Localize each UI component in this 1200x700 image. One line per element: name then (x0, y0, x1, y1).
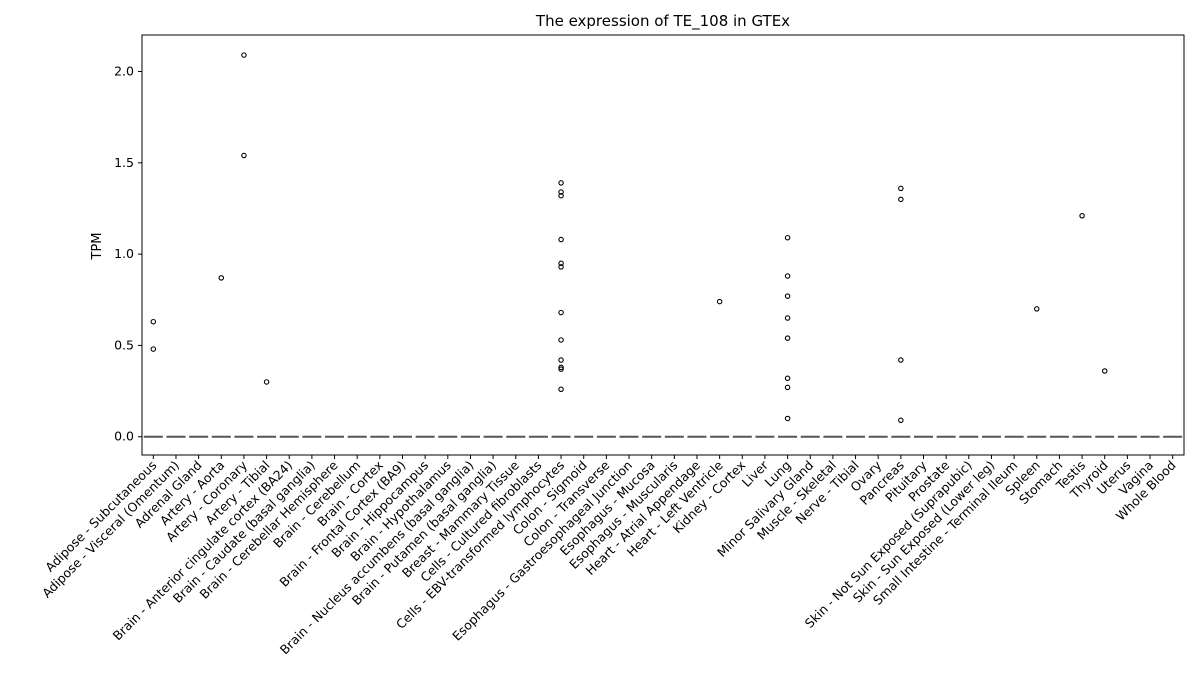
plot-frame (141, 34, 1185, 456)
outlier-point (784, 315, 791, 321)
outlier-point (241, 52, 247, 58)
outlier-point (558, 337, 564, 343)
outlier-point (784, 415, 791, 422)
outlier-point (784, 293, 791, 299)
outlier-points (150, 52, 1108, 424)
outlier-point (241, 152, 247, 159)
outlier-point (558, 364, 564, 371)
outlier-point (784, 375, 791, 382)
outlier-point (784, 273, 791, 279)
y-tick-label: 2.0 (114, 64, 134, 79)
y-tick-label: 1.5 (114, 155, 134, 170)
outlier-point (558, 264, 564, 270)
outlier-point (558, 236, 564, 243)
outlier-point (1101, 368, 1108, 374)
outlier-point (898, 357, 904, 363)
outlier-point (263, 379, 270, 385)
x-tick-label: Adipose - Visceral (Omentum) (39, 458, 182, 601)
outlier-point (898, 185, 904, 192)
chart-title: The expression of TE_108 in GTEx (535, 12, 790, 31)
outlier-point (898, 196, 904, 203)
outlier-point (558, 309, 564, 316)
y-tick-label: 0.5 (114, 337, 134, 352)
outlier-point (1034, 306, 1040, 312)
outlier-point (218, 275, 225, 281)
y-tick-label: 1.0 (114, 246, 134, 261)
outlier-point (716, 298, 723, 305)
y-axis-label: TPM (90, 233, 105, 261)
outlier-point (558, 386, 564, 393)
outlier-point (784, 234, 791, 241)
outlier-point (150, 318, 157, 325)
outlier-point (558, 260, 564, 267)
outlier-point (898, 417, 904, 424)
outlier-point (784, 384, 791, 391)
outlier-point (784, 335, 791, 341)
outlier-point (558, 357, 564, 363)
outlier-point (1079, 213, 1085, 219)
y-tick-label: 0.0 (114, 429, 134, 444)
outlier-point (558, 189, 564, 195)
outlier-point (558, 366, 564, 372)
y-axis: 0.0 0.5 1.0 1.5 2.0 (114, 64, 142, 444)
outlier-point (558, 192, 564, 199)
outlier-point (558, 180, 564, 186)
outlier-point (150, 346, 157, 352)
